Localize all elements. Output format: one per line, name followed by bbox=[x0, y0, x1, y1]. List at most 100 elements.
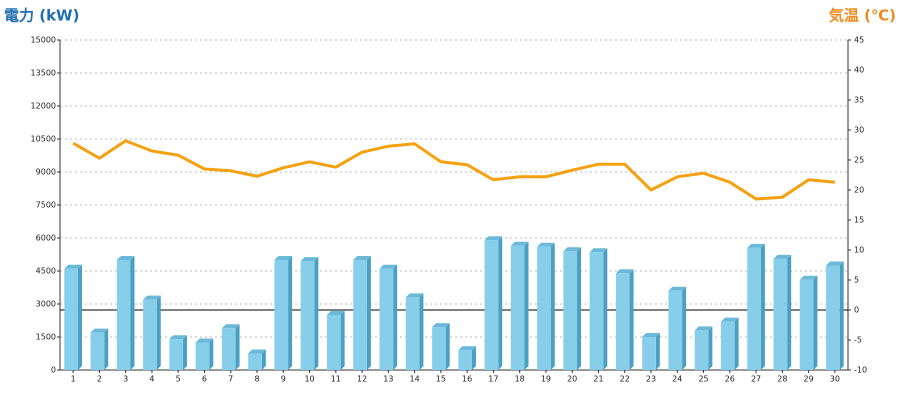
bar-side bbox=[261, 349, 266, 370]
x-tick-label: 3 bbox=[123, 375, 128, 384]
bar-side bbox=[577, 247, 582, 370]
bar bbox=[773, 258, 788, 370]
bar-side bbox=[760, 243, 765, 370]
x-tick-label: 18 bbox=[515, 375, 525, 384]
x-tick-label: 11 bbox=[331, 375, 341, 384]
bar-top bbox=[221, 324, 240, 329]
bar-side bbox=[655, 333, 660, 370]
bar-top bbox=[458, 346, 476, 351]
bar-top bbox=[510, 241, 529, 246]
bar bbox=[353, 260, 367, 370]
bar-top bbox=[326, 311, 345, 315]
bar-top bbox=[64, 264, 82, 269]
x-tick-label: 17 bbox=[488, 375, 498, 384]
bar bbox=[642, 337, 656, 370]
bar-side bbox=[839, 261, 844, 370]
bar bbox=[405, 297, 420, 370]
x-tick-label: 4 bbox=[149, 375, 154, 384]
y-tick-label: 0 bbox=[51, 366, 56, 375]
bar-side bbox=[682, 286, 687, 370]
bar bbox=[826, 265, 840, 370]
y2-tick-label: 45 bbox=[854, 36, 864, 45]
bar-top bbox=[642, 333, 660, 337]
bar-side bbox=[156, 295, 161, 370]
bar-top bbox=[589, 248, 608, 253]
y-tick-label: 7500 bbox=[36, 201, 56, 210]
x-tick-label: 28 bbox=[777, 375, 787, 384]
bar-top bbox=[353, 256, 371, 260]
y-tick-label: 13500 bbox=[31, 69, 56, 78]
bar-side bbox=[209, 338, 214, 370]
bar bbox=[274, 260, 289, 370]
bar bbox=[432, 327, 446, 370]
bar-top bbox=[379, 264, 398, 269]
x-tick-label: 16 bbox=[462, 375, 472, 384]
bar-side bbox=[471, 346, 476, 370]
y-tick-label: 12000 bbox=[31, 102, 56, 111]
bar bbox=[248, 353, 262, 370]
bar-top bbox=[143, 295, 161, 300]
bar-top bbox=[195, 338, 214, 343]
bar-side bbox=[524, 241, 529, 370]
bar bbox=[668, 290, 683, 370]
bar-side bbox=[77, 264, 82, 370]
bar-side bbox=[340, 311, 345, 370]
bar-side bbox=[183, 335, 188, 370]
x-tick-label: 2 bbox=[97, 375, 102, 384]
bar bbox=[195, 342, 210, 370]
bar bbox=[537, 246, 551, 370]
bar bbox=[116, 260, 131, 370]
bar-top bbox=[747, 243, 765, 248]
bar-side bbox=[445, 323, 450, 370]
x-tick-label: 27 bbox=[751, 375, 761, 384]
x-tick-label: 26 bbox=[725, 375, 735, 384]
x-tick-label: 10 bbox=[304, 375, 314, 384]
bar-top bbox=[169, 335, 188, 340]
bar-side bbox=[288, 256, 293, 370]
bar-top bbox=[668, 286, 687, 291]
y2-tick-label: 35 bbox=[854, 96, 864, 105]
bar-side bbox=[366, 256, 371, 370]
bar bbox=[720, 321, 735, 370]
bar bbox=[799, 279, 814, 370]
bar bbox=[615, 273, 630, 370]
y2-tick-label: -10 bbox=[854, 366, 867, 375]
y-tick-label: 15000 bbox=[31, 36, 56, 45]
bar-top bbox=[484, 236, 503, 241]
bar bbox=[64, 268, 78, 370]
x-tick-label: 15 bbox=[436, 375, 446, 384]
y-tick-label: 6000 bbox=[36, 234, 56, 243]
bar-top bbox=[300, 257, 319, 262]
y2-tick-label: 25 bbox=[854, 156, 864, 165]
bar-top bbox=[694, 326, 713, 331]
bar-top bbox=[274, 256, 293, 260]
y2-axis-title: 気温 (℃) bbox=[829, 7, 896, 25]
bar bbox=[458, 350, 472, 370]
temperature-line bbox=[72, 139, 836, 201]
bar-side bbox=[629, 269, 634, 370]
y-tick-label: 9000 bbox=[36, 168, 56, 177]
bar-side bbox=[708, 326, 713, 370]
bar bbox=[510, 245, 525, 370]
x-tick-label: 29 bbox=[804, 375, 814, 384]
bar-side bbox=[813, 275, 818, 370]
y-tick-label: 4500 bbox=[36, 267, 56, 276]
y-tick-label: 10500 bbox=[31, 135, 56, 144]
bar bbox=[484, 240, 499, 370]
x-tick-label: 25 bbox=[698, 375, 708, 384]
y2-tick-label: 0 bbox=[854, 306, 859, 315]
y2-tick-label: -5 bbox=[854, 336, 862, 345]
bar-side bbox=[550, 242, 555, 370]
x-tick-label: 24 bbox=[672, 375, 682, 384]
bar-side bbox=[734, 317, 739, 370]
bar-side bbox=[393, 264, 398, 370]
bar bbox=[379, 268, 394, 370]
bar-top bbox=[773, 254, 792, 259]
bar-top bbox=[720, 317, 739, 322]
bar bbox=[694, 330, 709, 370]
bar-side bbox=[603, 248, 608, 370]
bar-top bbox=[826, 261, 844, 266]
x-tick-label: 21 bbox=[593, 375, 603, 384]
y2-tick-label: 5 bbox=[854, 276, 859, 285]
